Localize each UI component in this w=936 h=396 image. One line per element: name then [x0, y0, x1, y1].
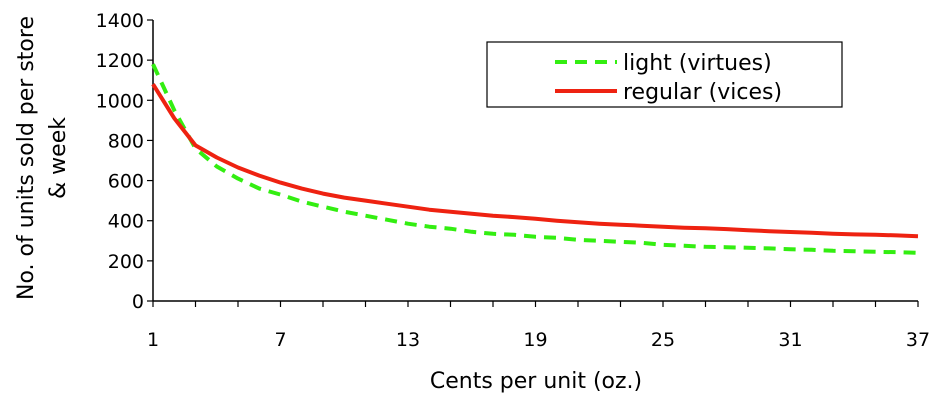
legend-box [486, 41, 843, 108]
y-tick-label: 1400 [96, 10, 144, 32]
x-tick-label: 37 [906, 329, 930, 351]
x-tick-label: 1 [147, 329, 159, 351]
legend-label-light: light (virtues) [623, 51, 772, 76]
y-axis-title-line1: No. of units sold per store [14, 16, 39, 300]
x-tick-label: 31 [778, 329, 802, 351]
x-tick-label: 25 [651, 329, 675, 351]
y-tick-label: 200 [108, 251, 144, 273]
y-tick-label: 1000 [96, 90, 144, 112]
series-line-regular [151, 83, 919, 239]
x-tick-label: 13 [396, 329, 420, 351]
legend: light (virtues) regular (vices) [486, 41, 843, 108]
y-tick-label: 600 [108, 171, 144, 193]
series-layer [151, 63, 919, 255]
y-tick-label: 0 [132, 291, 144, 313]
x-tick-label: 7 [274, 329, 286, 351]
y-tick-label: 800 [108, 130, 144, 152]
legend-label-regular: regular (vices) [623, 80, 782, 105]
y-tick-label: 1200 [96, 50, 144, 72]
x-axis-title: Cents per unit (oz.) [430, 369, 642, 394]
x-tick-label: 19 [523, 329, 547, 351]
y-ticks: 0 200 400 600 800 1000 1200 1400 [96, 10, 153, 313]
x-ticks: 1 7 13 19 25 31 37 [147, 301, 930, 351]
series-line-light [151, 63, 919, 255]
y-tick-label: 400 [108, 211, 144, 233]
y-axis-title-line2: & week [46, 117, 71, 199]
